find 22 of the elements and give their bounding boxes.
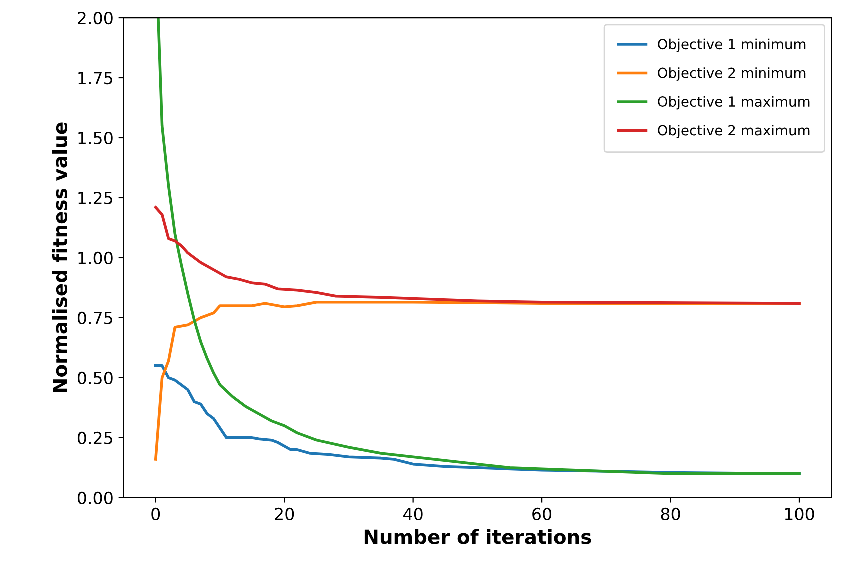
y-tick-label: 0.50 <box>78 372 113 385</box>
x-tick-label: 20 <box>275 508 294 521</box>
y-axis-title: Normalised fitness value <box>52 122 68 392</box>
legend-label: Objective 1 minimum <box>658 38 806 52</box>
y-tick-label: 0.00 <box>78 492 113 504</box>
y-tick-label: 2.00 <box>78 12 113 25</box>
y-tick-label: 1.00 <box>78 252 113 265</box>
x-axis-title: Number of iterations <box>364 529 592 544</box>
legend-label: Objective 1 maximum <box>658 96 810 110</box>
y-tick-label: 1.75 <box>78 72 113 85</box>
line-series <box>154 206 801 305</box>
x-tick-label: 60 <box>532 508 552 521</box>
y-tick-label: 1.25 <box>78 192 113 205</box>
x-tick-label: 0 <box>152 508 160 521</box>
y-tick-label: 0.25 <box>78 432 113 444</box>
y-tick-label: 1.50 <box>78 132 113 145</box>
legend-label: Objective 2 maximum <box>658 125 810 138</box>
x-tick-label: 80 <box>661 508 680 521</box>
y-tick-label: 0.75 <box>78 312 113 325</box>
x-tick-label: 100 <box>785 508 814 521</box>
x-tick-label: 40 <box>404 508 423 521</box>
legend-label: Objective 2 minimum <box>658 68 806 82</box>
